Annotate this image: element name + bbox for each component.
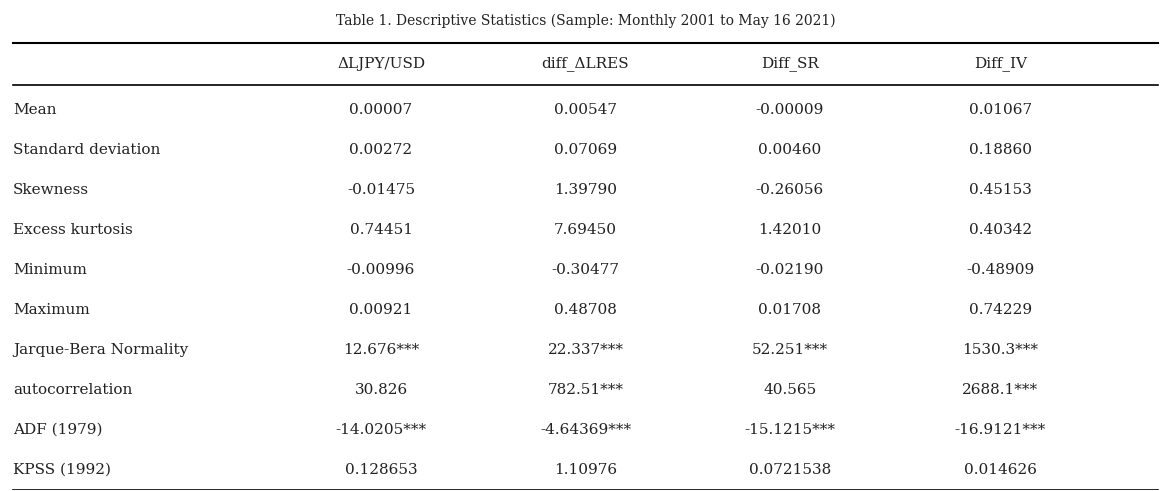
Text: 0.18860: 0.18860 <box>968 143 1032 157</box>
Text: -0.30477: -0.30477 <box>552 263 619 277</box>
Text: 0.01708: 0.01708 <box>759 303 821 317</box>
Text: -0.02190: -0.02190 <box>755 263 824 277</box>
Text: Jarque-Bera Normality: Jarque-Bera Normality <box>13 343 189 357</box>
Text: Skewness: Skewness <box>13 183 89 197</box>
Text: autocorrelation: autocorrelation <box>13 383 132 397</box>
Text: 12.676***: 12.676*** <box>343 343 419 357</box>
Text: -0.48909: -0.48909 <box>966 263 1034 277</box>
Text: Standard deviation: Standard deviation <box>13 143 160 157</box>
Text: Diff_SR: Diff_SR <box>761 56 819 71</box>
Text: 22.337***: 22.337*** <box>548 343 623 357</box>
Text: KPSS (1992): KPSS (1992) <box>13 463 111 477</box>
Text: -16.9121***: -16.9121*** <box>954 423 1046 437</box>
Text: ADF (1979): ADF (1979) <box>13 423 103 437</box>
Text: 0.00547: 0.00547 <box>554 103 617 117</box>
Text: 40.565: 40.565 <box>763 383 816 397</box>
Text: 7.69450: 7.69450 <box>554 223 617 237</box>
Text: 0.128653: 0.128653 <box>344 463 417 477</box>
Text: 52.251***: 52.251*** <box>752 343 828 357</box>
Text: 1530.3***: 1530.3*** <box>963 343 1039 357</box>
Text: 0.00272: 0.00272 <box>349 143 412 157</box>
Text: Table 1. Descriptive Statistics (Sample: Monthly 2001 to May 16 2021): Table 1. Descriptive Statistics (Sample:… <box>336 14 835 28</box>
Text: -4.64369***: -4.64369*** <box>540 423 631 437</box>
Text: diff_ΔLRES: diff_ΔLRES <box>542 56 629 71</box>
Text: 0.0721538: 0.0721538 <box>748 463 831 477</box>
Text: 0.01067: 0.01067 <box>968 103 1032 117</box>
Text: 2688.1***: 2688.1*** <box>963 383 1039 397</box>
Text: Mean: Mean <box>13 103 56 117</box>
Text: 0.00460: 0.00460 <box>759 143 822 157</box>
Text: 30.826: 30.826 <box>355 383 408 397</box>
Text: 1.42010: 1.42010 <box>759 223 822 237</box>
Text: 0.00007: 0.00007 <box>349 103 412 117</box>
Text: Minimum: Minimum <box>13 263 87 277</box>
Text: 1.39790: 1.39790 <box>554 183 617 197</box>
Text: -0.26056: -0.26056 <box>755 183 824 197</box>
Text: 1.10976: 1.10976 <box>554 463 617 477</box>
Text: -0.00996: -0.00996 <box>347 263 416 277</box>
Text: -15.1215***: -15.1215*** <box>745 423 835 437</box>
Text: 0.74229: 0.74229 <box>968 303 1032 317</box>
Text: 0.40342: 0.40342 <box>968 223 1032 237</box>
Text: ΔLJPY/USD: ΔLJPY/USD <box>337 57 425 71</box>
Text: Maximum: Maximum <box>13 303 90 317</box>
Text: Excess kurtosis: Excess kurtosis <box>13 223 132 237</box>
Text: 782.51***: 782.51*** <box>548 383 623 397</box>
Text: Diff_IV: Diff_IV <box>974 56 1027 71</box>
Text: -0.01475: -0.01475 <box>347 183 416 197</box>
Text: 0.014626: 0.014626 <box>964 463 1036 477</box>
Text: 0.45153: 0.45153 <box>968 183 1032 197</box>
Text: 0.74451: 0.74451 <box>350 223 412 237</box>
Text: 0.48708: 0.48708 <box>554 303 617 317</box>
Text: 0.00921: 0.00921 <box>349 303 412 317</box>
Text: -0.00009: -0.00009 <box>755 103 824 117</box>
Text: -14.0205***: -14.0205*** <box>336 423 426 437</box>
Text: 0.07069: 0.07069 <box>554 143 617 157</box>
